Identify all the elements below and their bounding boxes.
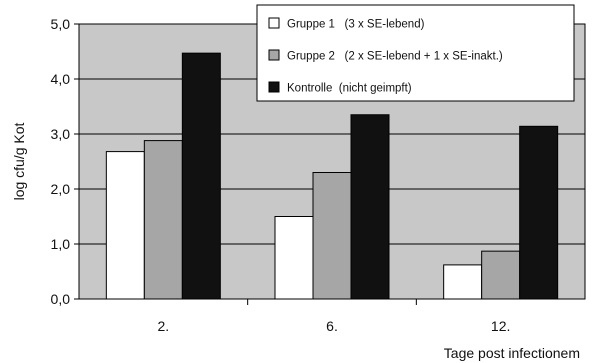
bar-series-3-1 [181, 52, 221, 300]
bar-series-2-2 [312, 172, 352, 300]
x-axis-title: Tage post infectionem [444, 345, 580, 361]
bar-series-3-3 [519, 125, 559, 300]
legend-swatch-3 [268, 81, 280, 93]
legend-label-3: Kontrolle (nicht geimpft) [287, 83, 412, 95]
bar-series-1-2 [274, 216, 314, 300]
x-tick-label: 6. [326, 318, 338, 334]
x-tick-label: 12. [491, 318, 510, 334]
y-tick-label: 4,0 [51, 71, 71, 87]
y-tick-label: 1,0 [51, 236, 71, 252]
bar-series-1-3 [443, 264, 483, 300]
bar-series-2-1 [143, 140, 183, 300]
legend-label-2: Gruppe 2 (2 x SE-lebend + 1 x SE-inakt.) [287, 51, 503, 63]
y-tick-label: 3,0 [51, 126, 71, 142]
legend-swatch-2 [268, 49, 280, 61]
bar-series-3-2 [350, 114, 390, 300]
y-tick-label: 0,0 [51, 291, 71, 307]
bar-series-1-1 [105, 151, 145, 300]
x-tick-label: 2. [157, 318, 169, 334]
legend-swatch-1 [268, 17, 280, 29]
bar-series-2-3 [481, 250, 521, 300]
legend-box [256, 4, 575, 102]
y-tick-label: 5,0 [51, 16, 71, 32]
legend-label-1: Gruppe 1 (3 x SE-lebend) [287, 19, 425, 31]
y-axis-title: log cfu/g Kot [11, 122, 27, 200]
y-tick-label: 2,0 [51, 181, 71, 197]
